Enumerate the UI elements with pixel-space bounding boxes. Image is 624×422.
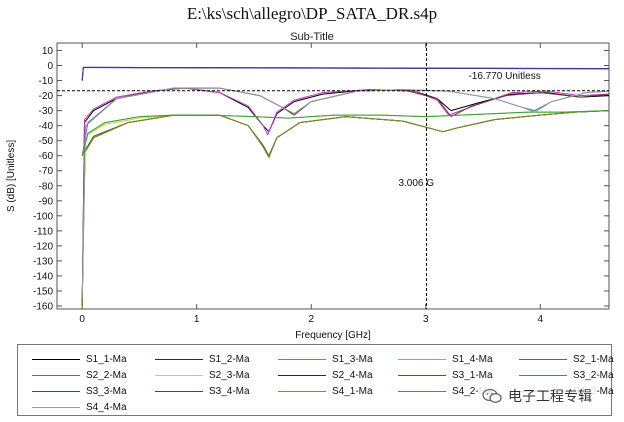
- y-tick-label: 10: [42, 46, 54, 57]
- legend-swatch: [278, 391, 326, 392]
- legend-swatch: [398, 391, 446, 392]
- chart-title: E:\ks\sch\allegro\DP_SATA_DR.s4p: [186, 4, 438, 23]
- series-line-S4_3-Ma: [81, 67, 609, 81]
- series-line-S4_4-Ma: [81, 87, 609, 299]
- legend-label: S2_3-Ma: [209, 370, 250, 381]
- y-tick-label: -60: [39, 151, 54, 162]
- y-tick-label: -130: [33, 256, 53, 267]
- legend-label: S2_2-Ma: [86, 370, 127, 381]
- marker-x-label: 3.006 G: [398, 178, 434, 189]
- x-axis-label: Frequency [GHz]: [295, 330, 371, 341]
- legend-label: S4_4-Ma: [86, 402, 127, 413]
- x-tick-label: 3: [423, 314, 429, 325]
- legend-swatch: [155, 375, 203, 376]
- legend-label: S3_1-Ma: [452, 370, 493, 381]
- y-tick-label: -80: [39, 181, 54, 192]
- legend-label: S4_2-Ma: [452, 386, 493, 397]
- y-tick-label: -90: [39, 196, 54, 207]
- legend-swatch: [32, 375, 80, 376]
- legend-swatch: [278, 359, 326, 360]
- legend-swatch: [278, 375, 326, 376]
- legend-label: S3_3-Ma: [86, 386, 127, 397]
- legend-label: S1_3-Ma: [332, 354, 373, 365]
- series-group: [81, 66, 609, 307]
- x-tick-label: 0: [79, 314, 85, 325]
- s-parameter-chart: 100-10-20-30-40-50-60-70-80-90-100-110-1…: [6, 42, 610, 341]
- chart-subtitle: Sub-Title: [290, 31, 334, 43]
- legend-label: S1_2-Ma: [209, 354, 250, 365]
- y-tick-label: -160: [33, 301, 53, 312]
- y-tick-label: -100: [33, 211, 53, 222]
- series-line-S4_2-Ma: [81, 110, 609, 156]
- legend-swatch: [32, 391, 80, 392]
- y-tick-label: -20: [39, 91, 54, 102]
- legend-label: S4_1-Ma: [332, 386, 373, 397]
- legend-swatch: [155, 391, 203, 392]
- watermark-text: 电子工程专辑: [508, 389, 592, 405]
- watermark: 电子工程专辑: [478, 386, 596, 408]
- legend-swatch: [32, 359, 80, 360]
- plot-frame: [56, 42, 610, 310]
- legend-label: S2_1-Ma: [573, 354, 614, 365]
- legend-swatch: [398, 375, 446, 376]
- legend-swatch: [519, 375, 567, 376]
- y-tick-label: -150: [33, 286, 53, 297]
- y-tick-label: 0: [47, 61, 53, 72]
- series-line-S4_1-Ma: [81, 110, 609, 307]
- y-tick-label: -30: [39, 106, 54, 117]
- legend-label: S3_2-Ma: [573, 370, 614, 381]
- y-tick-label: -40: [39, 121, 54, 132]
- legend-swatch: [32, 407, 80, 408]
- legend-label: S1_1-Ma: [86, 354, 127, 365]
- x-tick-label: 2: [308, 314, 314, 325]
- legend-label: S3_4-Ma: [209, 386, 250, 397]
- legend-swatch: [519, 359, 567, 360]
- y-tick-label: -70: [39, 166, 54, 177]
- marker-y-label: -16.770 Unitless: [468, 71, 540, 82]
- y-tick-label: -110: [34, 226, 54, 237]
- legend-label: S1_4-Ma: [452, 354, 493, 365]
- x-tick-label: 1: [194, 314, 200, 325]
- legend-label: S2_4-Ma: [332, 370, 373, 381]
- legend-swatch: [398, 359, 446, 360]
- y-axis-label: S (dB) [Unitless]: [6, 140, 17, 212]
- wechat-icon: [482, 388, 502, 403]
- legend-swatch: [155, 359, 203, 360]
- y-tick-label: -140: [33, 271, 53, 282]
- x-tick-label: 4: [538, 314, 544, 325]
- y-tick-label: -50: [39, 136, 54, 147]
- y-tick-label: -10: [39, 76, 54, 87]
- y-tick-label: -120: [33, 241, 53, 252]
